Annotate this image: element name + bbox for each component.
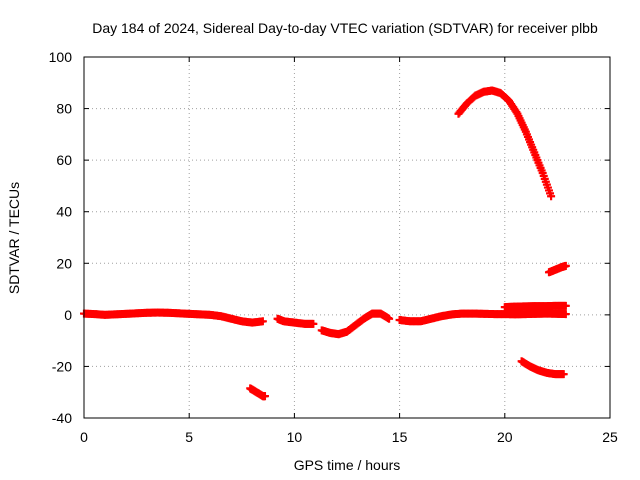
x-tick-label: 10	[287, 429, 303, 445]
series-peak-arc	[454, 86, 556, 201]
data-layer	[80, 86, 570, 401]
data-point	[547, 192, 556, 201]
y-tick-label: 20	[56, 255, 72, 271]
plot-frame	[83, 56, 611, 419]
series-mid-15-18	[395, 309, 570, 326]
ticks-layer: 0 5 10 15 20 25 -40 -20 0 20 40 60 80 100	[49, 49, 618, 445]
x-tick-label: 15	[392, 429, 408, 445]
data-point	[559, 370, 568, 379]
y-tick-label: 0	[64, 307, 72, 323]
data-point	[561, 301, 570, 310]
series-dip-11-13	[317, 309, 394, 339]
x-axis-label: GPS time / hours	[294, 457, 401, 473]
series-arc-9-10	[273, 314, 318, 328]
y-tick-label: 100	[49, 49, 73, 65]
x-tick-label: 5	[185, 429, 193, 445]
x-tick-label: 0	[80, 429, 88, 445]
x-tick-label: 25	[602, 429, 618, 445]
data-point	[385, 314, 394, 323]
data-point	[561, 310, 570, 319]
data-point	[260, 392, 269, 401]
series-fall-21-23	[517, 357, 568, 379]
data-point	[258, 317, 267, 326]
y-tick-label: 60	[56, 152, 72, 168]
series-baseline	[80, 308, 267, 327]
y-tick-label: 40	[56, 204, 72, 220]
grid-layer	[84, 57, 610, 418]
y-axis-label: SDTVAR / TECUs	[6, 182, 22, 294]
chart-title: Day 184 of 2024, Sidereal Day-to-day VTE…	[92, 20, 598, 36]
x-tick-label: 20	[497, 429, 513, 445]
series-rise-22-23	[544, 261, 570, 277]
series-upper-band-20-23	[500, 301, 570, 312]
y-tick-label: -40	[52, 410, 72, 426]
y-tick-label: -20	[52, 358, 72, 374]
data-point	[561, 261, 570, 270]
y-tick-label: 80	[56, 101, 72, 117]
series-low-8	[246, 384, 269, 401]
data-point	[309, 319, 318, 328]
